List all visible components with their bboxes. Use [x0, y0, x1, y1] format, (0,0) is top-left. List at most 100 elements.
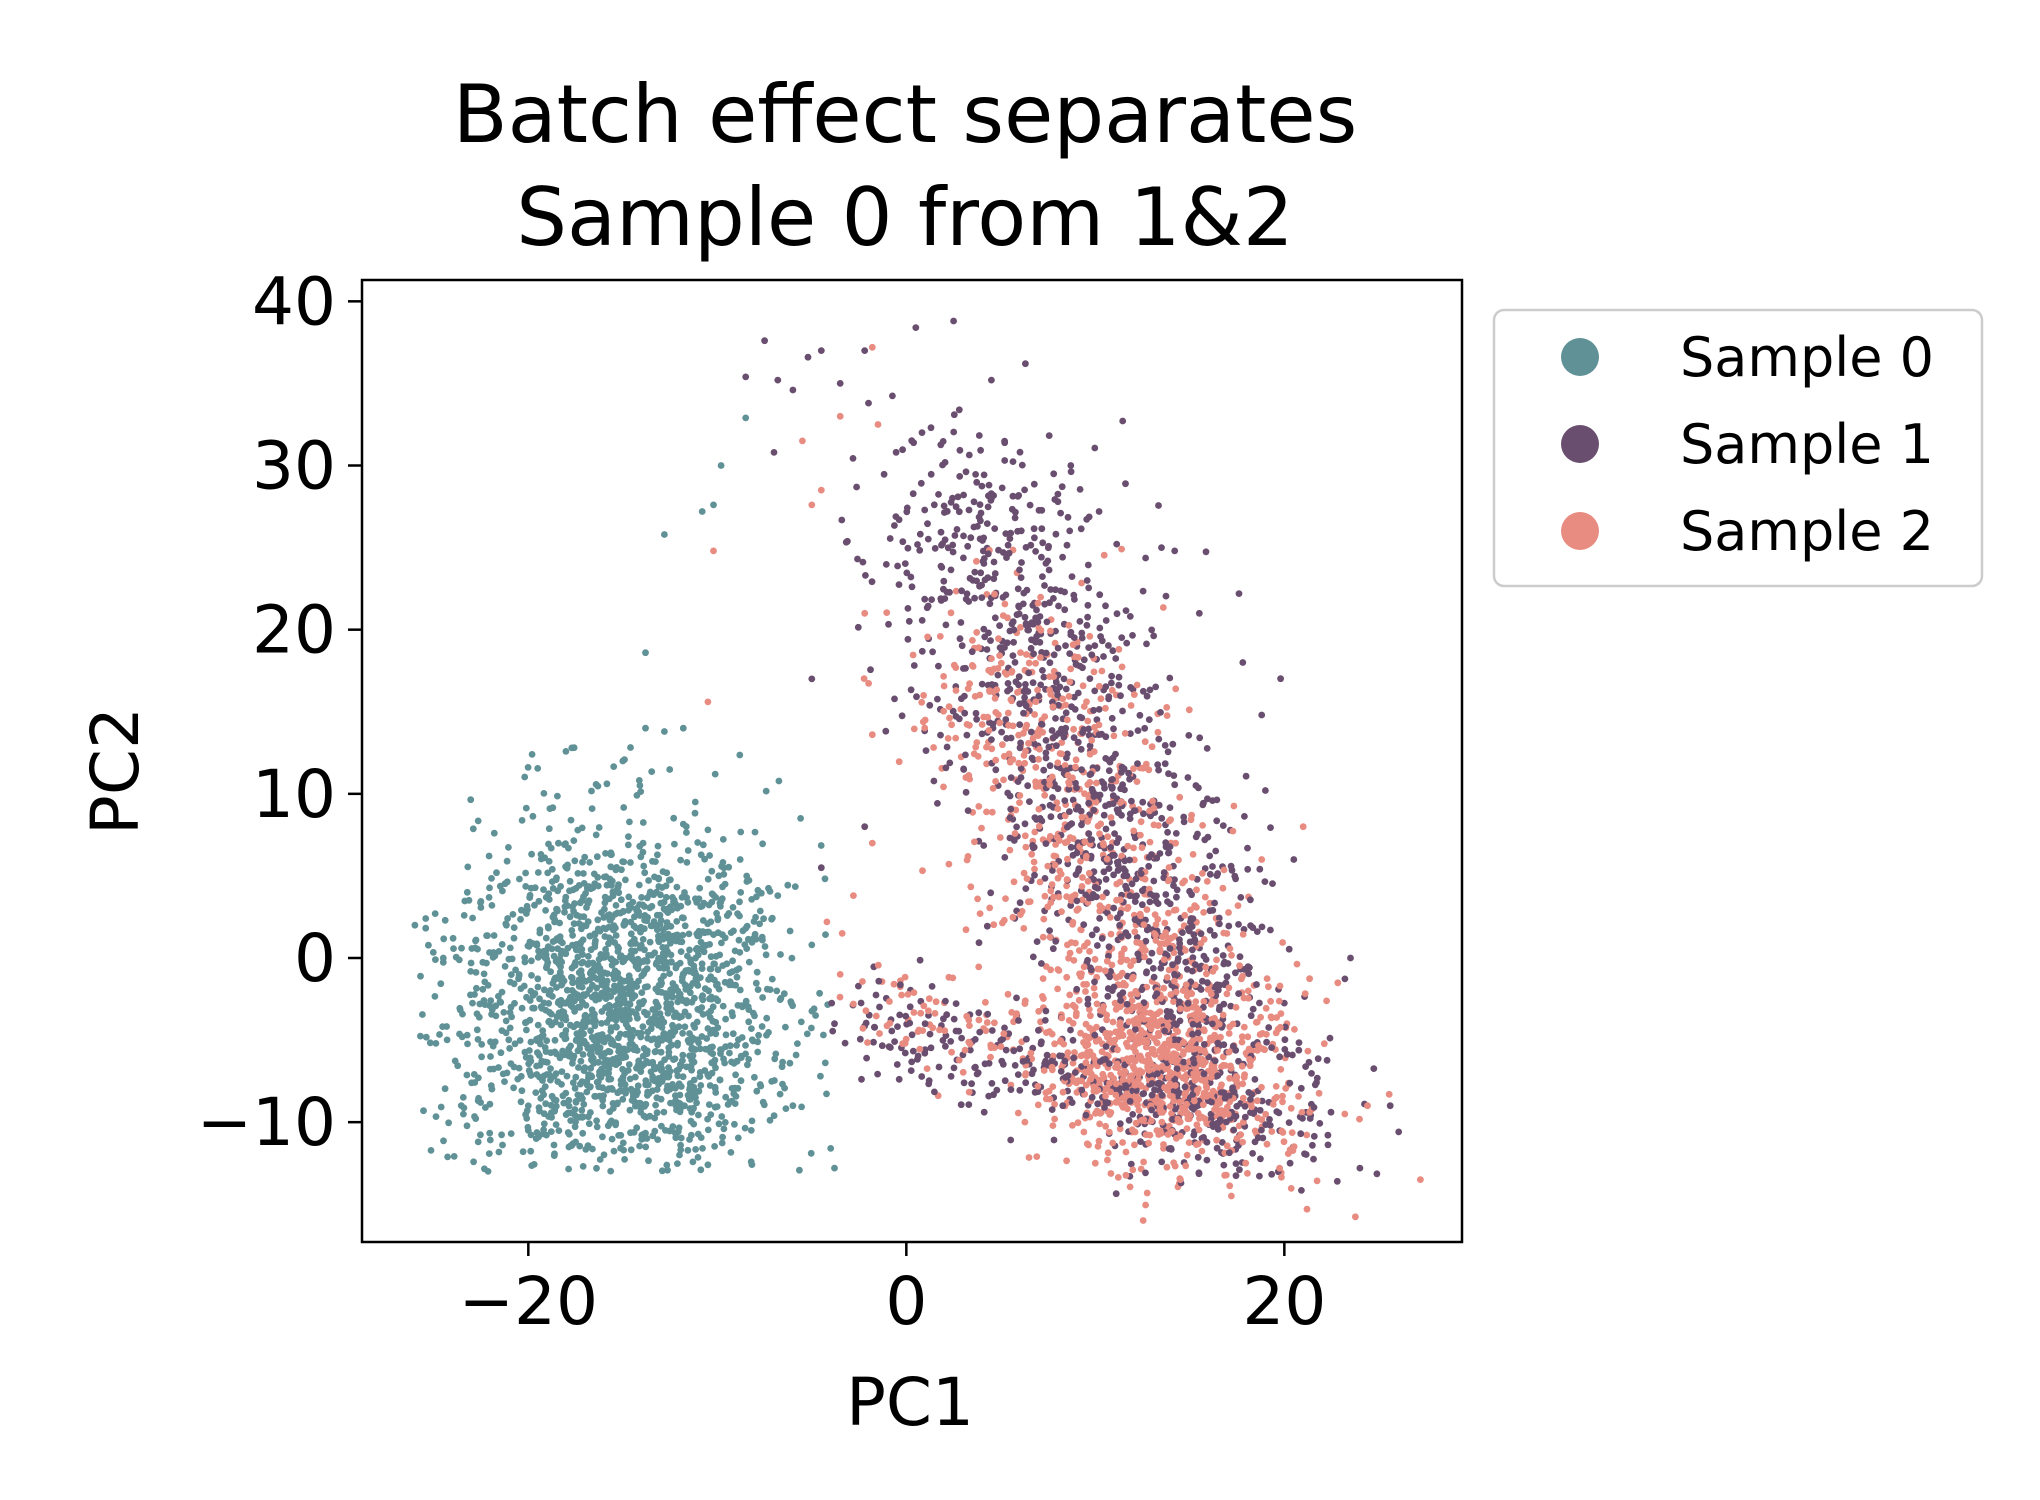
point-series-2: [955, 1056, 963, 1064]
point-series-1: [1219, 952, 1227, 959]
point-series-1: [954, 493, 962, 501]
point-series-0: [591, 943, 599, 951]
point-series-1: [1031, 1088, 1039, 1096]
point-series-1: [1184, 774, 1192, 781]
point-series-2: [1228, 951, 1235, 959]
point-series-1: [872, 991, 880, 999]
point-series-2: [1022, 1070, 1030, 1077]
point-series-0: [607, 1027, 615, 1035]
point-series-1: [880, 470, 888, 478]
point-series-0: [633, 792, 641, 799]
point-series-2: [1086, 1024, 1093, 1032]
point-series-0: [657, 1095, 665, 1103]
point-series-2: [1193, 1015, 1201, 1023]
point-series-2: [1073, 906, 1081, 914]
point-series-0: [458, 944, 465, 952]
point-series-1: [1171, 970, 1178, 978]
point-series-2: [1091, 955, 1099, 963]
point-series-2: [975, 963, 983, 971]
point-series-0: [482, 1104, 489, 1111]
point-series-0: [522, 804, 530, 812]
point-series-1: [1104, 992, 1112, 1000]
point-series-1: [941, 536, 949, 544]
point-series-1: [1030, 650, 1037, 658]
point-series-1: [965, 451, 973, 459]
point-series-0: [572, 1138, 579, 1146]
point-series-1: [1256, 1106, 1264, 1114]
point-series-1: [1179, 929, 1186, 936]
point-series-1: [935, 491, 942, 498]
point-series-1: [950, 1015, 958, 1023]
point-series-1: [1163, 1007, 1171, 1015]
point-series-1: [862, 1019, 870, 1027]
point-series-1: [988, 681, 996, 688]
point-series-0: [579, 1163, 587, 1170]
point-series-2: [1232, 1004, 1240, 1011]
point-series-0: [487, 1082, 495, 1090]
point-series-0: [706, 995, 713, 1003]
point-series-2: [895, 758, 903, 766]
point-series-2: [1334, 979, 1342, 987]
point-series-0: [646, 888, 654, 896]
point-series-0: [504, 915, 511, 922]
point-series-1: [1030, 525, 1038, 533]
point-series-0: [631, 1073, 639, 1081]
point-series-0: [622, 876, 629, 884]
point-series-1: [1050, 470, 1058, 478]
point-series-2: [920, 692, 927, 699]
point-series-0: [622, 999, 629, 1007]
point-series-0: [571, 1123, 579, 1131]
point-series-2: [983, 760, 990, 768]
point-series-1: [973, 577, 980, 585]
point-series-2: [1298, 1109, 1306, 1116]
point-series-0: [431, 993, 439, 1000]
point-series-2: [1163, 1163, 1171, 1171]
point-series-2: [1167, 816, 1174, 824]
point-series-0: [704, 826, 712, 834]
point-series-2: [1175, 856, 1182, 864]
point-series-0: [636, 1142, 643, 1150]
point-series-2: [1191, 1045, 1198, 1053]
point-series-0: [668, 906, 676, 914]
point-series-0: [609, 957, 617, 964]
point-series-1: [908, 583, 916, 591]
point-series-0: [495, 948, 503, 955]
point-series-0: [796, 1166, 803, 1174]
point-series-0: [627, 930, 635, 938]
point-series-1: [1105, 952, 1112, 960]
point-series-1: [950, 411, 958, 419]
point-series-0: [618, 1045, 625, 1053]
point-series-0: [564, 1109, 572, 1117]
point-series-2: [1193, 886, 1200, 894]
point-series-1: [963, 590, 971, 598]
point-series-2: [1054, 874, 1062, 882]
point-series-0: [549, 804, 557, 812]
point-series-1: [1108, 679, 1115, 687]
point-series-1: [1263, 1038, 1270, 1046]
point-series-0: [420, 1107, 427, 1115]
point-series-0: [704, 1115, 711, 1123]
point-series-0: [666, 970, 673, 977]
point-series-2: [1176, 1132, 1184, 1140]
point-series-1: [1014, 527, 1021, 535]
point-series-2: [1176, 793, 1184, 801]
point-series-2: [1269, 1101, 1277, 1108]
point-series-0: [431, 910, 439, 917]
point-series-2: [1287, 1104, 1295, 1112]
point-series-1: [1240, 926, 1248, 933]
point-series-0: [506, 1045, 513, 1052]
point-series-2: [963, 1012, 971, 1020]
point-series-0: [719, 1002, 727, 1010]
point-series-0: [663, 1161, 671, 1169]
point-series-0: [563, 986, 571, 994]
point-series-2: [1156, 1104, 1164, 1112]
point-series-1: [1276, 1053, 1283, 1061]
point-series-1: [1108, 714, 1116, 722]
point-series-1: [1071, 1069, 1079, 1076]
point-series-1: [956, 446, 964, 454]
point-series-2: [1263, 975, 1271, 982]
point-series-0: [570, 1023, 578, 1031]
point-series-1: [1090, 806, 1098, 814]
point-series-0: [620, 858, 628, 866]
point-series-1: [1010, 1047, 1018, 1055]
